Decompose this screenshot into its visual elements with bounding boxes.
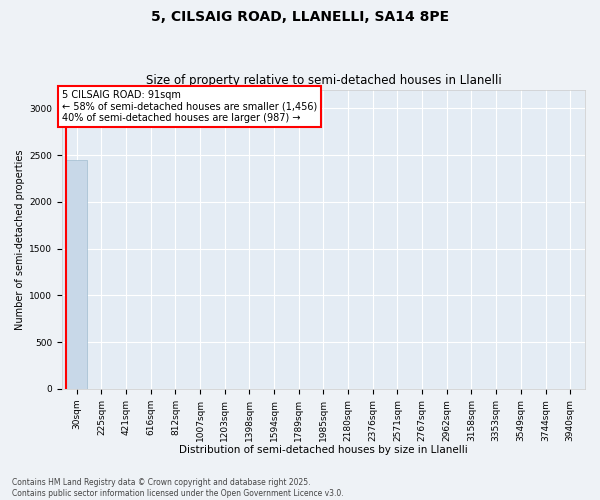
Title: Size of property relative to semi-detached houses in Llanelli: Size of property relative to semi-detach… [146, 74, 502, 87]
Text: 5, CILSAIG ROAD, LLANELLI, SA14 8PE: 5, CILSAIG ROAD, LLANELLI, SA14 8PE [151, 10, 449, 24]
X-axis label: Distribution of semi-detached houses by size in Llanelli: Distribution of semi-detached houses by … [179, 445, 468, 455]
Text: 5 CILSAIG ROAD: 91sqm
← 58% of semi-detached houses are smaller (1,456)
40% of s: 5 CILSAIG ROAD: 91sqm ← 58% of semi-deta… [62, 90, 317, 123]
Y-axis label: Number of semi-detached properties: Number of semi-detached properties [15, 149, 25, 330]
Text: Contains HM Land Registry data © Crown copyright and database right 2025.
Contai: Contains HM Land Registry data © Crown c… [12, 478, 344, 498]
Bar [66, 160, 87, 389]
